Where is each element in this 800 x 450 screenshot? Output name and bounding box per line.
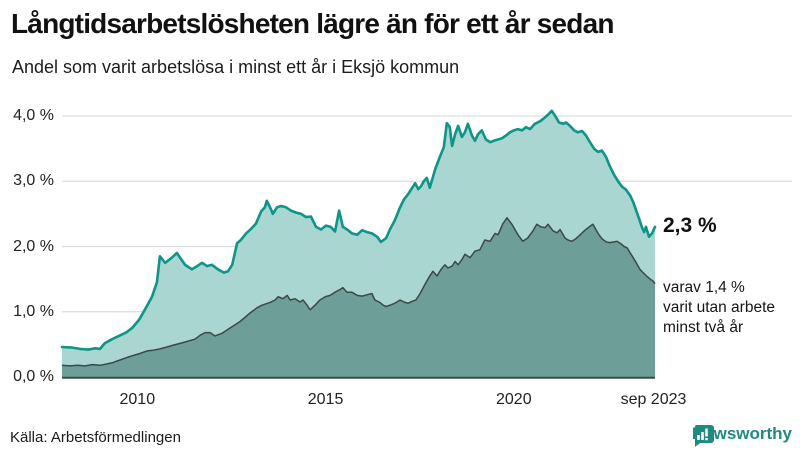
y-tick-label: 4,0 % xyxy=(13,107,54,124)
line-total xyxy=(60,109,657,351)
x-tick-label: 2020 xyxy=(496,391,532,408)
newsworthy-wordmark: Newsworthy xyxy=(691,424,792,443)
chart-subtitle: Andel som varit arbetslösa i minst ett å… xyxy=(12,57,460,77)
x-tick-label: 2010 xyxy=(119,391,156,408)
y-tick-label: 1,0 % xyxy=(13,302,54,320)
page-title: Långtidsarbetslösheten lägre än för ett … xyxy=(11,8,614,39)
y-tick-label: 0,0 % xyxy=(13,368,54,385)
secondary-annotation-line: varit utan arbete xyxy=(663,298,776,316)
x-tick-label: 2015 xyxy=(307,391,344,408)
line-two-years xyxy=(61,217,656,367)
secondary-annotation: varav 1,4 % varit utan arbete minst två … xyxy=(663,278,775,338)
newsworthy-logo: Newsworthy xyxy=(691,424,792,447)
latest-value-label: 2,3 % xyxy=(663,213,717,237)
x-tick-label: sep 2023 xyxy=(620,391,687,408)
y-tick-label: 3,0 % xyxy=(13,172,54,190)
area-two-years xyxy=(62,217,655,377)
newsworthy-icon xyxy=(694,425,714,447)
source-credit: Källa: Arbetsförmedlingen xyxy=(10,429,181,446)
secondary-annotation-line: minst två år xyxy=(663,318,744,336)
y-tick-label: 2,0 % xyxy=(13,237,54,255)
secondary-annotation-line: varav 1,4 % xyxy=(663,278,745,296)
